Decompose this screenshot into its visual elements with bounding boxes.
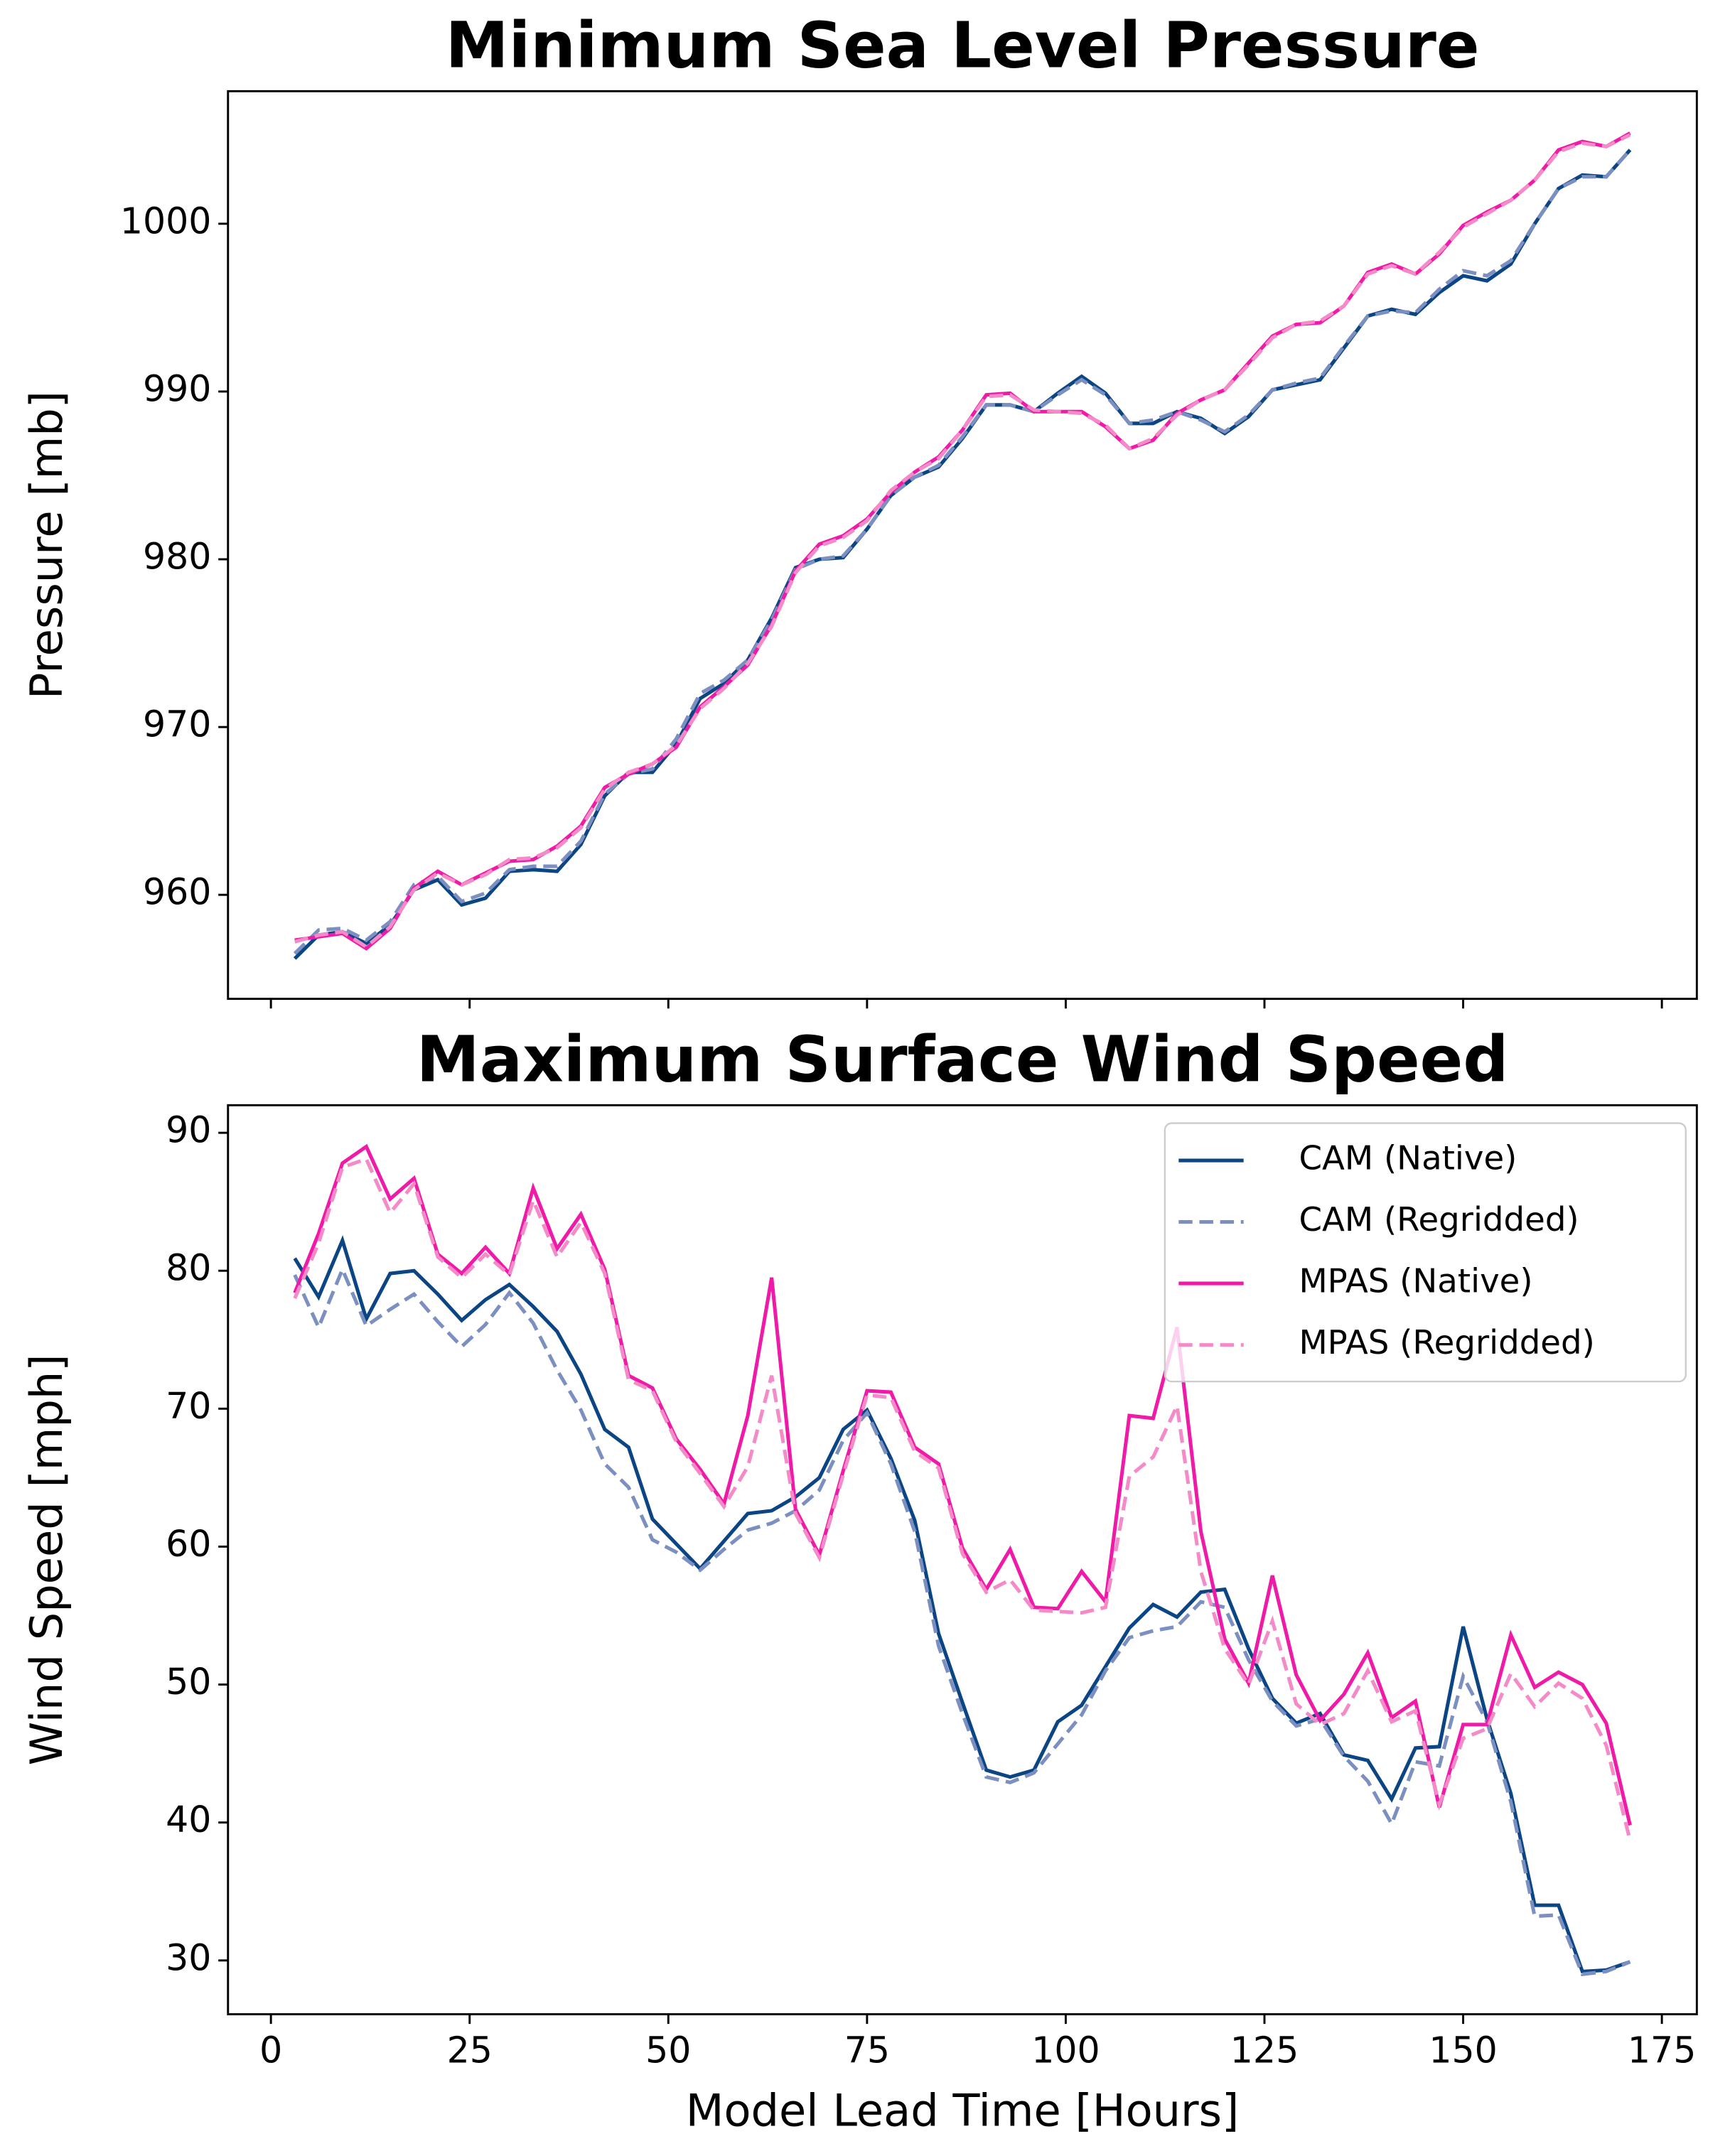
x-tick-label: 75 (844, 2029, 890, 2071)
plot-frame (227, 1104, 1698, 2015)
y-tick-label: 990 (143, 367, 211, 409)
series-line (293, 1264, 1631, 1976)
legend: CAM (Native) CAM (Regridded) MPAS (Native)… (1164, 1122, 1687, 1383)
y-tick-label: 80 (166, 1247, 211, 1289)
y-tick-label: 1000 (120, 200, 212, 242)
y-axis-label: Wind Speed [mph] (21, 1354, 72, 1765)
plot-frame (227, 90, 1698, 1001)
legend-label: CAM (Regridded) (1299, 1201, 1579, 1239)
x-tick-label: 50 (645, 2029, 691, 2071)
x-tick-label: 175 (1628, 2029, 1696, 2071)
x-axis-label: Model Lead Time [Hours] (686, 2085, 1240, 2137)
series-line (294, 131, 1631, 951)
y-tick-label: 30 (166, 1936, 211, 1978)
y-tick-label: 960 (143, 871, 211, 913)
series-line (293, 149, 1632, 960)
series-line (293, 1156, 1632, 1841)
legend-label: MPAS (Regridded) (1299, 1324, 1594, 1362)
y-tick-label: 970 (143, 704, 211, 745)
series-line (294, 133, 1631, 949)
x-tick-label: 150 (1429, 2029, 1497, 2071)
y-tick-label: 980 (143, 536, 211, 578)
legend-label: MPAS (Native) (1299, 1263, 1532, 1301)
x-tick-label: 0 (259, 2029, 282, 2071)
y-tick-label: 40 (166, 1799, 211, 1840)
y-axis-label: Pressure [mb] (21, 391, 72, 699)
legend-label: CAM (Native) (1299, 1140, 1517, 1178)
x-tick-label: 125 (1230, 2029, 1299, 2071)
series-line (293, 149, 1632, 955)
y-tick-label: 50 (166, 1661, 211, 1703)
y-tick-label: 90 (166, 1109, 211, 1151)
chart-title: Minimum Sea Level Pressure (446, 9, 1480, 82)
y-tick-label: 70 (166, 1385, 211, 1427)
x-tick-label: 100 (1031, 2029, 1100, 2071)
legend-box (1164, 1122, 1687, 1383)
y-tick-label: 60 (166, 1523, 211, 1565)
x-tick-label: 25 (447, 2029, 493, 2071)
series-line (293, 1235, 1631, 1973)
chart-title: Maximum Surface Wind Speed (417, 1023, 1509, 1096)
